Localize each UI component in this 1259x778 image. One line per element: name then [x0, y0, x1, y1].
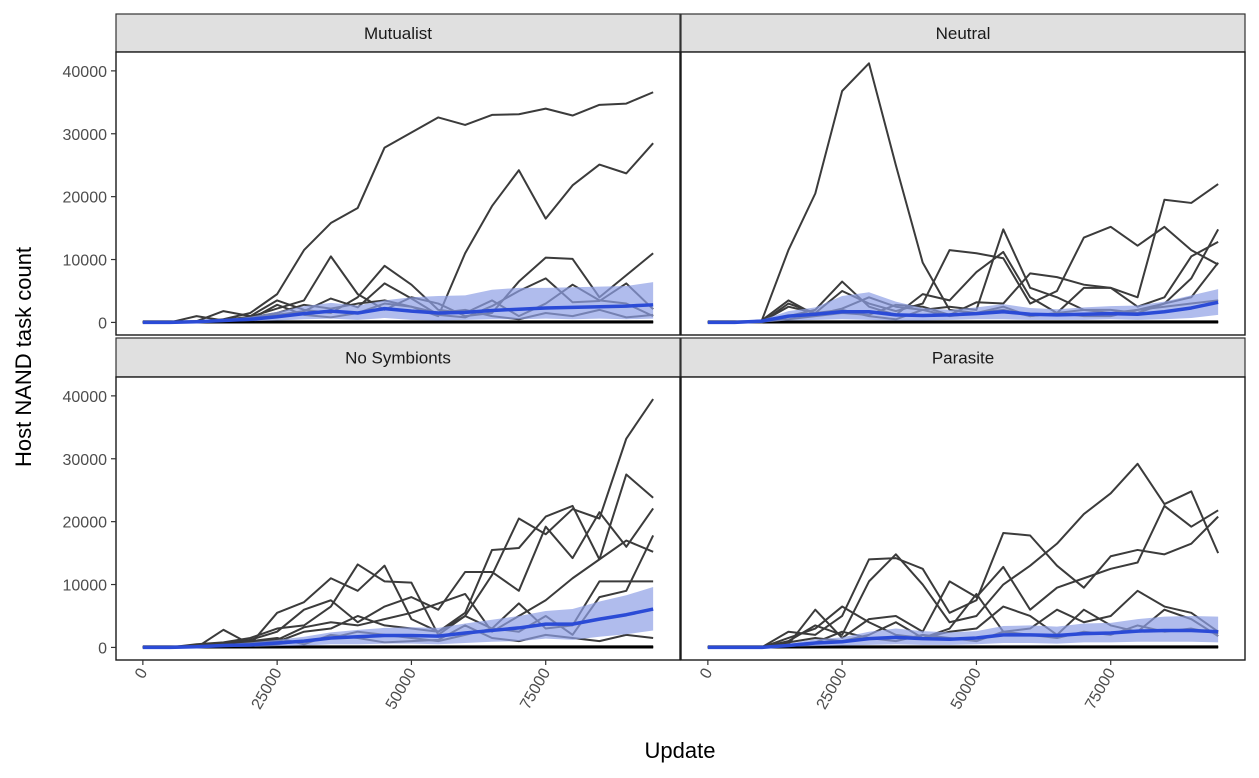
panel-border	[680, 51, 1246, 336]
x-tick-label: 50000	[948, 665, 985, 712]
run-line	[707, 225, 1219, 324]
y-tick-label: 20000	[63, 190, 108, 207]
facet-panels: Mutualist Neutral No Symbionts Parasite	[115, 13, 1246, 661]
x-tick-label: 25000	[249, 665, 286, 712]
facet-parasite: Parasite	[680, 337, 1246, 661]
panel-plot-area	[707, 462, 1220, 650]
x-tick-label: 75000	[1082, 665, 1119, 712]
x-tick-label: 75000	[517, 665, 554, 712]
facet-neutral: Neutral	[680, 13, 1246, 336]
x-tick-label: 0	[697, 665, 716, 681]
panel-border	[115, 376, 681, 661]
facet-strip	[115, 337, 681, 378]
panel-background	[681, 52, 1245, 335]
confidence-ribbon	[142, 282, 654, 323]
y-tick-label: 0	[98, 315, 107, 332]
y-tick-label: 40000	[63, 389, 108, 406]
y-tick-label: 0	[98, 640, 107, 657]
mean-line	[707, 300, 1219, 325]
confidence-ribbon	[707, 615, 1219, 648]
x-axis-title: Update	[645, 738, 716, 763]
y-tick-label: 30000	[63, 452, 108, 469]
panel-plot-area	[142, 91, 654, 325]
run-line	[707, 504, 1219, 649]
panel-plot-area	[707, 62, 1220, 325]
facet-no-symbionts: No Symbionts	[115, 337, 681, 661]
run-line	[142, 398, 654, 649]
run-line	[142, 91, 654, 324]
panel-border	[115, 51, 681, 336]
y-tick-label: 30000	[63, 127, 108, 144]
run-line	[707, 515, 1219, 649]
facet-strip	[115, 13, 681, 53]
facet-strip-label: Parasite	[932, 349, 994, 368]
x-tick-label: 50000	[383, 665, 420, 712]
y-tick-label: 40000	[63, 64, 108, 81]
y-tick-label: 10000	[63, 253, 108, 270]
run-line	[142, 473, 654, 649]
confidence-ribbon	[142, 587, 654, 648]
mean-line	[707, 628, 1219, 650]
run-line	[707, 589, 1219, 649]
y-tick-label: 20000	[63, 515, 108, 532]
x-tick-label: 25000	[814, 665, 851, 712]
facet-strip	[680, 13, 1246, 53]
mean-line	[142, 607, 654, 650]
facet-strip-label: Neutral	[936, 24, 991, 43]
y-axis-title: Host NAND task count	[11, 247, 36, 467]
facet-strip-label: No Symbionts	[345, 349, 451, 368]
panel-border	[680, 376, 1246, 661]
x-tick-label: 0	[132, 665, 151, 681]
y-tick-label: 10000	[63, 578, 108, 595]
y-axis-ticks: 0 10000 20000 30000 40000 0 10000 20000 30000 400…	[63, 64, 116, 657]
facet-strip-label: Mutualist	[364, 24, 432, 43]
mean-line	[142, 303, 654, 325]
x-axis-ticks: 0 25000 50000 75000 0 25000 50000 75000	[132, 660, 1119, 713]
panel-plot-area	[142, 398, 655, 650]
facet-mutualist: Mutualist	[115, 13, 681, 336]
